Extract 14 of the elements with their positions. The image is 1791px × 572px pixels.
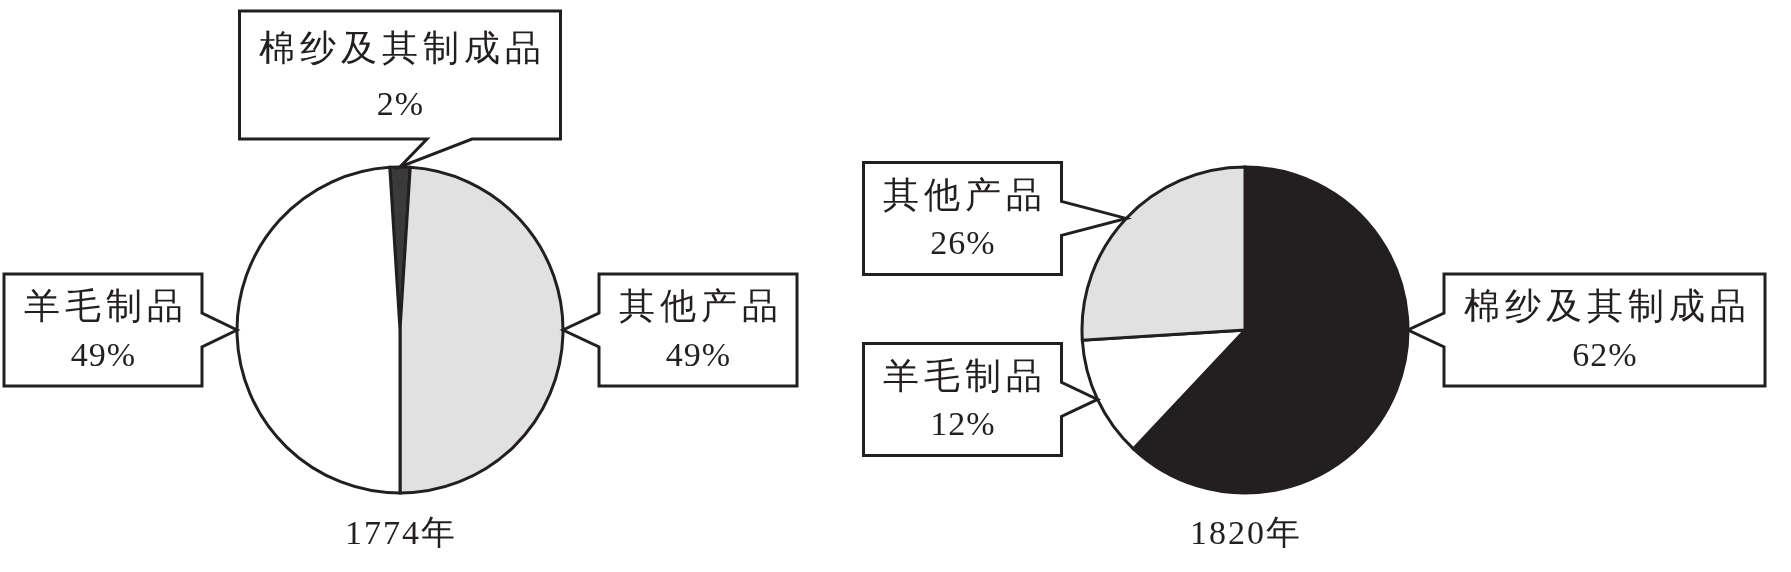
- slice-label: 羊毛制品: [23, 286, 188, 327]
- text: 1820年: [1190, 513, 1302, 551]
- data-label: 49%: [70, 335, 137, 373]
- text: 1774年: [345, 513, 457, 551]
- data-label: 2%: [376, 84, 425, 122]
- slice-label: 其他产品: [618, 286, 783, 327]
- data-label: 62%: [1572, 335, 1638, 373]
- slice-label: 羊毛制品: [883, 355, 1048, 396]
- slice-label: 其他产品: [883, 174, 1048, 215]
- data-label: 12%: [930, 405, 996, 443]
- slice-label: 棉纱及其制成品: [1463, 286, 1751, 327]
- data-label: 49%: [665, 335, 732, 373]
- data-label: 26%: [930, 224, 996, 262]
- slice-label: 棉纱及其制成品: [259, 28, 546, 69]
